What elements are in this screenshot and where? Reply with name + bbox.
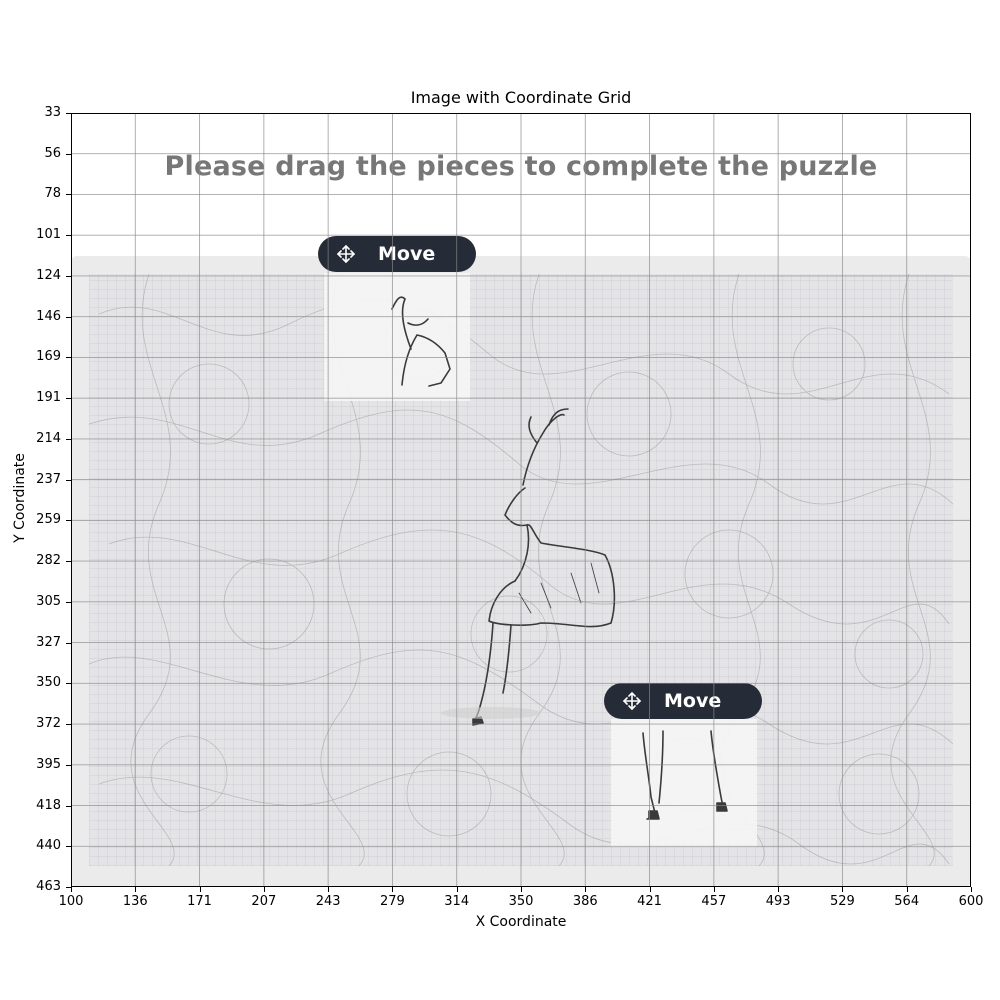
x-tick-label: 171 bbox=[187, 894, 212, 909]
x-tick-label: 136 bbox=[122, 894, 148, 909]
y-tick-label: 78 bbox=[44, 186, 61, 202]
deer-illustration bbox=[391, 296, 728, 820]
x-tick-label: 279 bbox=[380, 894, 405, 909]
y-tick-mark bbox=[66, 194, 71, 196]
move-button-label: Move bbox=[664, 690, 722, 712]
y-tick-label: 327 bbox=[36, 634, 61, 650]
x-tick-mark bbox=[842, 887, 844, 892]
y-tick-label: 259 bbox=[36, 512, 61, 528]
x-axis-label: X Coordinate bbox=[475, 914, 567, 930]
move-arrows-icon bbox=[622, 691, 642, 711]
figure-title: Image with Coordinate Grid bbox=[410, 88, 632, 107]
y-tick-label: 124 bbox=[36, 267, 61, 283]
y-tick-label: 350 bbox=[36, 675, 61, 691]
y-tick-label: 305 bbox=[36, 593, 61, 609]
y-tick-label: 463 bbox=[36, 879, 61, 894]
y-tick-mark bbox=[66, 724, 71, 726]
y-tick-mark bbox=[66, 683, 71, 685]
y-tick-mark bbox=[66, 316, 71, 318]
y-tick-mark bbox=[66, 887, 71, 888]
x-tick-mark bbox=[906, 887, 908, 892]
x-tick-label: 600 bbox=[958, 894, 984, 909]
y-tick-mark bbox=[66, 275, 71, 277]
y-tick-label: 214 bbox=[36, 430, 61, 446]
x-tick-label: 421 bbox=[637, 894, 662, 909]
puzzle-piece-legs[interactable] bbox=[611, 719, 757, 847]
y-tick-mark bbox=[66, 438, 71, 440]
y-tick-mark bbox=[66, 846, 71, 848]
y-tick-mark bbox=[66, 398, 71, 400]
x-tick-label: 100 bbox=[58, 894, 84, 909]
x-tick-mark bbox=[713, 887, 715, 892]
x-tick-mark bbox=[649, 887, 651, 892]
y-tick-label: 282 bbox=[36, 553, 61, 569]
x-tick-mark bbox=[135, 887, 137, 892]
y-tick-mark bbox=[66, 561, 71, 563]
y-tick-label: 395 bbox=[36, 756, 61, 772]
x-tick-mark bbox=[456, 887, 458, 892]
x-tick-label: 386 bbox=[572, 894, 598, 909]
move-button-label: Move bbox=[378, 243, 436, 265]
move-button[interactable]: Move bbox=[604, 683, 762, 719]
x-tick-label: 207 bbox=[251, 894, 277, 909]
y-tick-mark bbox=[66, 642, 71, 644]
x-tick-mark bbox=[585, 887, 587, 892]
move-arrows-icon bbox=[336, 244, 356, 264]
y-tick-mark bbox=[66, 153, 71, 155]
plot-area: Please drag the pieces to complete the p… bbox=[71, 113, 971, 887]
y-tick-label: 372 bbox=[36, 716, 61, 732]
x-tick-label: 493 bbox=[765, 894, 791, 909]
y-tick-mark bbox=[66, 235, 71, 237]
x-tick-mark bbox=[778, 887, 780, 892]
y-tick-label: 440 bbox=[36, 838, 61, 854]
x-tick-mark bbox=[199, 887, 201, 892]
y-tick-label: 146 bbox=[36, 308, 61, 324]
x-tick-mark bbox=[71, 887, 72, 892]
y-tick-mark bbox=[66, 479, 71, 481]
y-axis-label: Y Coordinate bbox=[12, 453, 28, 543]
y-tick-mark bbox=[66, 805, 71, 807]
x-tick-mark bbox=[971, 887, 972, 892]
x-tick-label: 529 bbox=[830, 894, 855, 909]
y-tick-label: 169 bbox=[36, 349, 61, 365]
y-tick-mark bbox=[66, 601, 71, 603]
x-tick-label: 564 bbox=[894, 894, 920, 909]
x-tick-label: 243 bbox=[315, 894, 341, 909]
x-tick-mark bbox=[392, 887, 394, 892]
y-tick-label: 191 bbox=[36, 390, 61, 406]
move-button[interactable]: Move bbox=[318, 236, 476, 272]
y-tick-mark bbox=[66, 113, 71, 114]
x-tick-label: 350 bbox=[508, 894, 534, 909]
x-tick-label: 314 bbox=[444, 894, 470, 909]
y-tick-label: 418 bbox=[36, 797, 61, 813]
puzzle-piece-antler[interactable] bbox=[324, 273, 470, 401]
x-tick-mark bbox=[263, 887, 265, 892]
y-tick-mark bbox=[66, 764, 71, 766]
y-tick-label: 33 bbox=[44, 105, 61, 120]
y-tick-mark bbox=[66, 520, 71, 522]
y-tick-label: 56 bbox=[44, 145, 61, 161]
y-tick-label: 237 bbox=[36, 471, 61, 487]
x-tick-mark bbox=[521, 887, 522, 892]
x-tick-label: 457 bbox=[701, 894, 727, 909]
y-tick-mark bbox=[66, 357, 71, 359]
y-tick-label: 101 bbox=[36, 227, 61, 243]
x-tick-mark bbox=[328, 887, 330, 892]
